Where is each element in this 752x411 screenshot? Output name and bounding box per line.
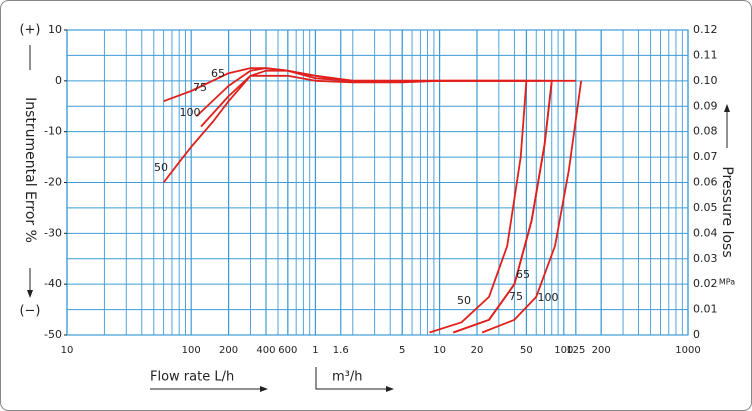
y-tick-label: -10 — [44, 125, 62, 138]
curve-label: 75 — [193, 81, 207, 94]
y2-tick-label: 0.09 — [693, 99, 718, 112]
curve-label: 75 — [509, 290, 523, 303]
x-tick-label: 10 — [433, 345, 446, 356]
y-axis-title: Instrumental Error % — [22, 97, 38, 243]
x-tick-label: 20 — [471, 345, 484, 356]
series-line — [200, 74, 576, 128]
y-title-arrow — [27, 290, 33, 298]
y2-tick-label: 0.08 — [693, 125, 718, 138]
x-tick-label: 1 — [312, 345, 318, 356]
x-tick-label: 400 — [256, 345, 275, 356]
y2-title-arrow — [724, 104, 730, 112]
x-tick-label: 1.6 — [333, 345, 349, 356]
y2-tick-label: 0.03 — [693, 252, 718, 265]
x-tick-label: 5 — [399, 345, 405, 356]
curve-label: 100 — [538, 291, 559, 304]
y2-tick-label: 0.06 — [693, 176, 718, 189]
y-tick-label: -40 — [44, 277, 62, 290]
y-tick-label: 10 — [48, 23, 62, 36]
x-tick-label: 100 — [182, 345, 201, 356]
curve-label: 100 — [180, 106, 201, 119]
x-axis-title: Flow rate L/h — [150, 370, 234, 385]
y2-tick-label: 0.02 — [693, 277, 718, 290]
series-line — [481, 80, 583, 334]
y-tick-label: 0 — [55, 74, 62, 87]
y-tick-label: -30 — [44, 226, 62, 239]
y2-axis-title: Pressure loss — [719, 166, 735, 257]
grid — [64, 29, 689, 336]
series-line — [429, 80, 528, 334]
curve-label: 50 — [457, 294, 471, 307]
y2-tick-label: 0 — [693, 328, 700, 341]
y2-tick-label: 0.11 — [693, 48, 718, 61]
x-tick-label: 50 — [520, 345, 533, 356]
curve-label: 65 — [211, 67, 225, 80]
y-top-label: (+) — [19, 23, 40, 38]
y2-unit: MPa — [719, 278, 735, 287]
curve-label: 65 — [516, 268, 530, 281]
x-tick-label: 125 — [566, 345, 585, 356]
y-bottom-label: (−) — [19, 304, 40, 319]
x-title-arrow — [260, 386, 268, 392]
x-axis-title-2: m³/h — [332, 370, 363, 385]
y2-tick-label: 0.12 — [693, 23, 718, 36]
x-tick-label: 10 — [61, 345, 74, 356]
y2-tick-label: 0.07 — [693, 150, 718, 163]
x-tick-label: 100 — [554, 345, 573, 356]
curve-label: 50 — [154, 161, 168, 174]
series-line — [452, 80, 553, 334]
x-tick-label: 200 — [592, 345, 611, 356]
x-tick-label: 200 — [219, 345, 238, 356]
x2-title-arrow — [386, 386, 394, 392]
x2-title-rule — [315, 367, 388, 390]
x-tick-label: 1000 — [675, 345, 700, 356]
plot-area — [162, 67, 583, 334]
y-tick-label: -20 — [44, 176, 62, 189]
y2-tick-label: 0.10 — [693, 74, 718, 87]
y2-tick-label: 0.05 — [693, 201, 718, 214]
y2-tick-label: 0.04 — [693, 226, 718, 239]
x-tick-label: 600 — [278, 345, 297, 356]
y2-tick-label: 0.01 — [693, 303, 718, 316]
y-tick-label: -50 — [44, 328, 62, 341]
